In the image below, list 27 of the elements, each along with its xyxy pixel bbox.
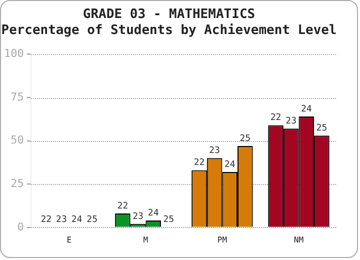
series-label: 23	[132, 212, 144, 222]
text: 23	[286, 116, 296, 127]
text: 23	[209, 146, 220, 156]
x-tick-label: E	[66, 235, 72, 244]
text: 24	[300, 104, 312, 114]
y-tick-label: 50	[10, 134, 24, 147]
y-tick-label: 0	[17, 220, 24, 234]
text: 25	[316, 123, 328, 134]
x-tick-label: NM	[294, 235, 304, 244]
text: 24	[224, 160, 236, 170]
x-tick-label: PM	[217, 235, 228, 244]
text: 22	[40, 215, 52, 226]
chart-title: GRADE 03 - MATHEMATICS	[82, 7, 256, 22]
text: 22	[194, 158, 205, 168]
y-tick-label: 100	[4, 47, 24, 60]
y-tick-label: 25	[10, 176, 24, 190]
text: 22	[117, 201, 128, 212]
x-tick-label: M	[143, 235, 148, 244]
series-label: 22	[270, 113, 282, 124]
series-label: 25	[240, 134, 251, 144]
text: 24	[71, 215, 82, 226]
text: 23	[56, 215, 67, 226]
text: 25	[163, 215, 174, 226]
chart-subtitle: Percentage of Students by Achievement Level	[1, 22, 337, 38]
y-tick-label: 75	[10, 90, 24, 104]
series-label: 24	[148, 208, 159, 218]
text: 25	[86, 215, 98, 226]
